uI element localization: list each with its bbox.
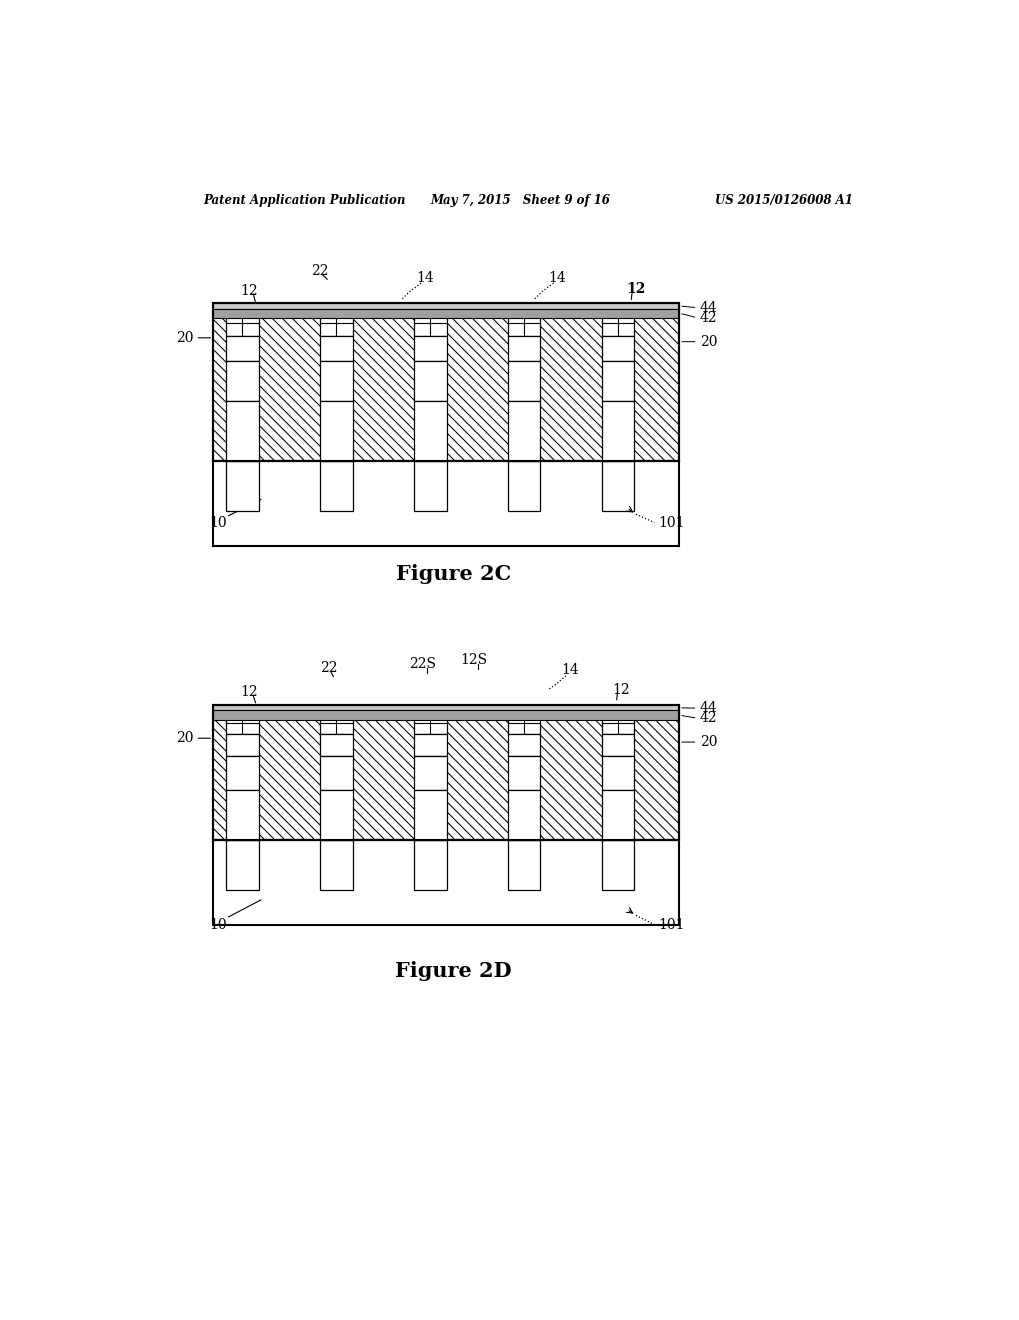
Bar — [226, 461, 259, 511]
Bar — [414, 461, 446, 511]
Text: 22: 22 — [320, 661, 337, 675]
Bar — [213, 710, 679, 719]
Bar — [601, 756, 634, 789]
Bar — [320, 337, 353, 360]
Bar — [320, 401, 353, 461]
Text: Patent Application Publication: Patent Application Publication — [203, 194, 406, 207]
Text: 12: 12 — [240, 685, 258, 700]
Text: 14: 14 — [560, 664, 578, 677]
Bar — [601, 711, 634, 734]
Bar — [226, 711, 259, 734]
Bar — [226, 734, 259, 756]
Bar — [414, 360, 446, 401]
Bar — [226, 360, 259, 401]
Bar — [507, 360, 540, 401]
Bar — [226, 789, 259, 840]
Text: 12S: 12S — [461, 653, 487, 668]
Bar — [320, 360, 353, 401]
Bar — [213, 461, 679, 545]
Bar — [213, 705, 679, 840]
Bar — [226, 309, 259, 337]
Text: Figure 2C: Figure 2C — [395, 564, 511, 585]
Bar — [601, 789, 634, 840]
Bar — [320, 789, 353, 840]
Bar — [320, 309, 353, 337]
Text: 101: 101 — [657, 516, 684, 529]
Bar — [213, 304, 679, 461]
Bar — [414, 734, 446, 756]
Bar — [213, 304, 679, 461]
Bar — [226, 840, 259, 890]
Bar — [507, 337, 540, 360]
Bar — [601, 461, 634, 511]
Text: 12: 12 — [626, 282, 645, 296]
Bar — [320, 756, 353, 789]
Bar — [213, 705, 679, 840]
Bar — [213, 705, 679, 710]
Bar — [507, 401, 540, 461]
Text: Figure 2D: Figure 2D — [394, 961, 512, 981]
Text: 12: 12 — [240, 284, 258, 298]
Bar — [507, 309, 540, 337]
Bar — [601, 337, 634, 360]
Bar — [320, 734, 353, 756]
Text: 101: 101 — [657, 917, 684, 932]
Bar — [507, 711, 540, 734]
Bar — [507, 840, 540, 890]
Text: May 7, 2015   Sheet 9 of 16: May 7, 2015 Sheet 9 of 16 — [430, 194, 609, 207]
Bar — [414, 401, 446, 461]
Bar — [507, 756, 540, 789]
Bar — [213, 309, 679, 318]
Bar — [213, 840, 679, 924]
Text: 42: 42 — [699, 711, 716, 725]
Bar — [320, 461, 353, 511]
Text: 20: 20 — [175, 331, 193, 345]
Bar — [213, 304, 679, 309]
Text: 12: 12 — [611, 682, 630, 697]
Text: US 2015/0126008 A1: US 2015/0126008 A1 — [714, 194, 852, 207]
Bar — [320, 711, 353, 734]
Bar — [601, 401, 634, 461]
Bar — [226, 756, 259, 789]
Text: 14: 14 — [416, 271, 433, 285]
Bar — [414, 337, 446, 360]
Text: 20: 20 — [699, 335, 716, 348]
Text: 10: 10 — [210, 917, 227, 932]
Text: 20: 20 — [175, 731, 193, 746]
Bar — [226, 337, 259, 360]
Bar — [414, 789, 446, 840]
Bar — [414, 840, 446, 890]
Text: 22S: 22S — [409, 657, 436, 672]
Bar — [414, 711, 446, 734]
Bar — [601, 360, 634, 401]
Bar — [414, 309, 446, 337]
Text: 10: 10 — [210, 516, 227, 529]
Bar — [507, 734, 540, 756]
Bar — [320, 840, 353, 890]
Text: 44: 44 — [699, 701, 717, 715]
Text: 42: 42 — [699, 310, 716, 325]
Bar — [601, 734, 634, 756]
Bar — [601, 840, 634, 890]
Text: 44: 44 — [699, 301, 717, 314]
Bar — [507, 461, 540, 511]
Bar — [507, 789, 540, 840]
Bar — [414, 756, 446, 789]
Text: 22: 22 — [311, 264, 329, 277]
Text: 14: 14 — [548, 271, 566, 285]
Bar — [601, 309, 634, 337]
Bar — [226, 401, 259, 461]
Text: 20: 20 — [699, 735, 716, 748]
